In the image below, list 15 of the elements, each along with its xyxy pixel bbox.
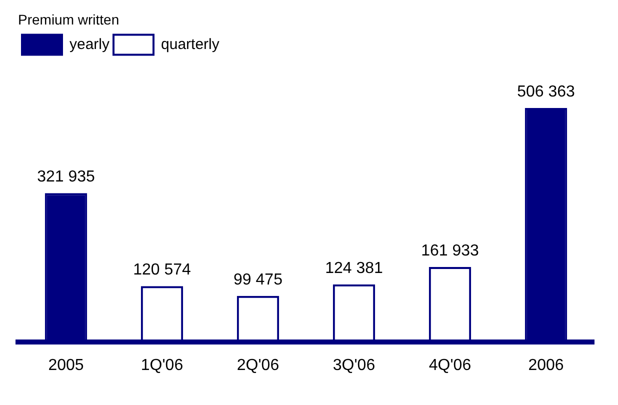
x-tick-label: 2006 (528, 356, 564, 374)
data-label: 321 935 (37, 168, 96, 186)
data-label: 120 574 (133, 262, 192, 279)
x-tick-label: 2005 (48, 356, 84, 374)
data-label: 161 933 (421, 242, 480, 260)
legend-label: yearly (70, 36, 110, 53)
data-label: 124 381 (325, 260, 384, 277)
x-tick-label: 3Q'06 (332, 356, 376, 374)
x-tick-label: 4Q'06 (428, 356, 472, 374)
x-tick-label: 1Q'06 (140, 356, 184, 374)
legend-label: quarterly (161, 36, 220, 53)
data-label: 506 363 (517, 83, 576, 100)
data-label: 99 475 (234, 271, 283, 288)
x-tick-label: 2Q'06 (236, 356, 280, 374)
chart-title: Premium written (18, 11, 120, 28)
